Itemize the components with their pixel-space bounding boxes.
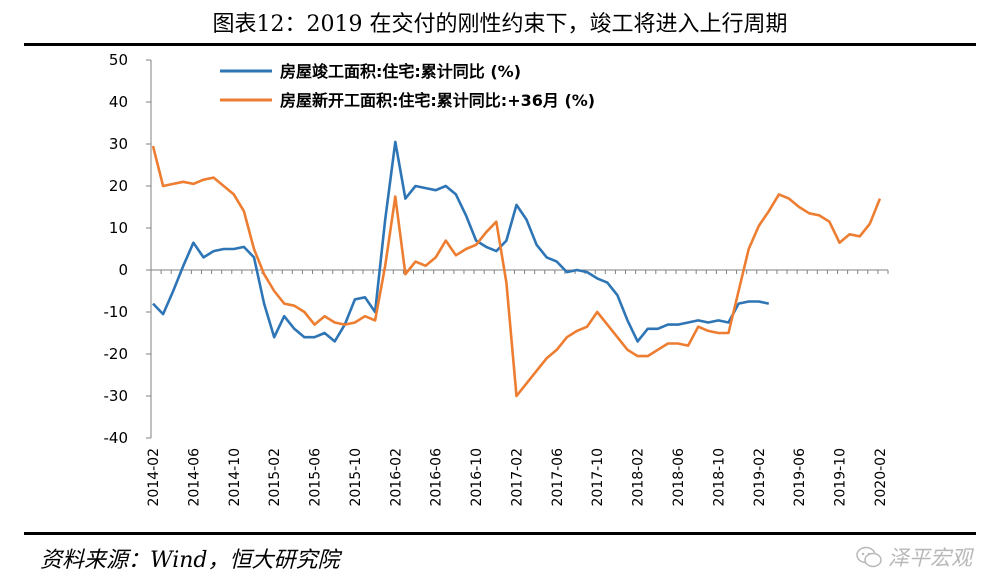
y-tick-label: 0 xyxy=(118,261,128,279)
y-tick-label: 10 xyxy=(109,219,128,237)
x-tick-label: 2017-06 xyxy=(550,448,566,507)
x-tick-label: 2018-02 xyxy=(631,448,647,507)
y-tick-label: 50 xyxy=(109,51,128,69)
y-tick-label: 40 xyxy=(109,93,128,111)
x-tick-label: 2014-06 xyxy=(186,448,202,507)
x-tick-label: 2015-10 xyxy=(348,448,364,507)
x-tick-label: 2020-02 xyxy=(873,448,889,507)
y-tick-label: -10 xyxy=(104,303,129,321)
y-tick-label: -30 xyxy=(104,387,129,405)
x-tick-label: 2014-10 xyxy=(227,448,243,507)
x-tick-label: 2019-10 xyxy=(833,448,849,507)
y-tick-label: -40 xyxy=(104,429,129,447)
x-tick-label: 2015-02 xyxy=(267,448,283,507)
y-tick-label: -20 xyxy=(104,345,129,363)
wechat-icon xyxy=(856,546,882,568)
y-tick-label: 20 xyxy=(109,177,128,195)
x-tick-label: 2014-02 xyxy=(146,448,162,507)
x-tick-label: 2017-02 xyxy=(509,448,525,507)
x-tick-label: 2018-06 xyxy=(671,448,687,507)
x-tick-label: 2019-06 xyxy=(792,448,808,507)
y-tick-label: 30 xyxy=(109,135,128,153)
bottom-rule xyxy=(24,532,976,535)
series-line-1 xyxy=(152,140,770,343)
series-line-2 xyxy=(151,145,882,398)
top-rule xyxy=(24,43,976,46)
x-tick-label: 2015-06 xyxy=(308,448,324,507)
x-tick-label: 2017-10 xyxy=(590,448,606,507)
x-tick-label: 2016-06 xyxy=(429,448,445,507)
chart-title: 图表12：2019 在交付的刚性约束下，竣工将进入上行周期 xyxy=(212,12,788,37)
watermark: 泽平宏观 xyxy=(856,542,972,572)
legend-label-2: 房屋新开工面积:住宅:累计同比:+36月 (%) xyxy=(280,91,595,110)
legend-label-1: 房屋竣工面积:住宅:累计同比 (%) xyxy=(280,62,521,81)
x-tick-label: 2016-10 xyxy=(469,448,485,507)
watermark-text: 泽平宏观 xyxy=(888,546,972,570)
x-tick-label: 2018-10 xyxy=(711,448,727,507)
source-note: 资料来源：Wind，恒大研究院 xyxy=(40,548,340,573)
x-tick-label: 2016-02 xyxy=(388,448,404,507)
x-tick-label: 2019-02 xyxy=(752,448,768,507)
line-chart: -40 -30 -20 -10 0 10 20 30 40 50 2014-02 2014-06 201… xyxy=(104,51,889,507)
